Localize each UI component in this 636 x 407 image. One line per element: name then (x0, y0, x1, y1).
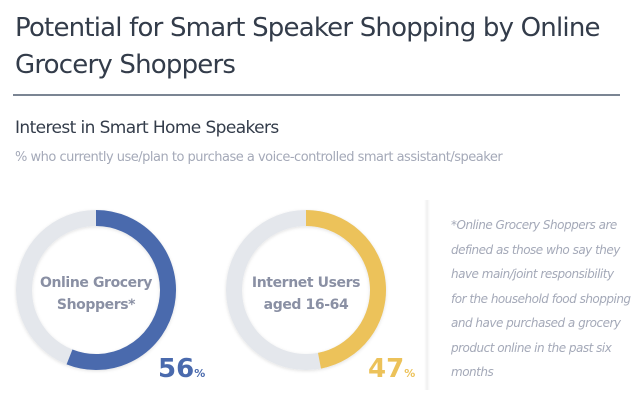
donut-label-line1: Online Grocery (40, 275, 152, 291)
footnote: *Online Grocery Shoppers are defined as … (451, 218, 631, 379)
chart-subtitle: Interest in Smart Home Speakers (15, 118, 279, 138)
donut-charts: Online Grocery Shoppers* 56% Internet Us… (16, 210, 415, 384)
chart-description: % who currently use/plan to purchase a v… (15, 150, 503, 165)
donut-value-label: 56% (158, 354, 205, 384)
donut-value-arc (305, 210, 386, 369)
value-number: 47 (368, 354, 404, 384)
title-divider (13, 94, 620, 96)
value-number: 56 (158, 354, 194, 384)
value-unit: % (404, 367, 415, 380)
value-unit: % (194, 367, 205, 380)
donut-internet-users: Internet Users aged 16-64 47% (226, 210, 415, 384)
donut-online-grocery-shoppers: Online Grocery Shoppers* 56% (16, 210, 205, 384)
footnote-divider (424, 200, 430, 390)
page-title: Potential for Smart Speaker Shopping by … (15, 13, 601, 80)
donut-value-label: 47% (368, 354, 415, 384)
donut-value-arc (66, 210, 176, 370)
donut-label-line2: aged 16-64 (264, 297, 349, 313)
donut-label-line1: Internet Users (252, 275, 360, 291)
donut-label-line2: Shoppers* (57, 297, 136, 313)
